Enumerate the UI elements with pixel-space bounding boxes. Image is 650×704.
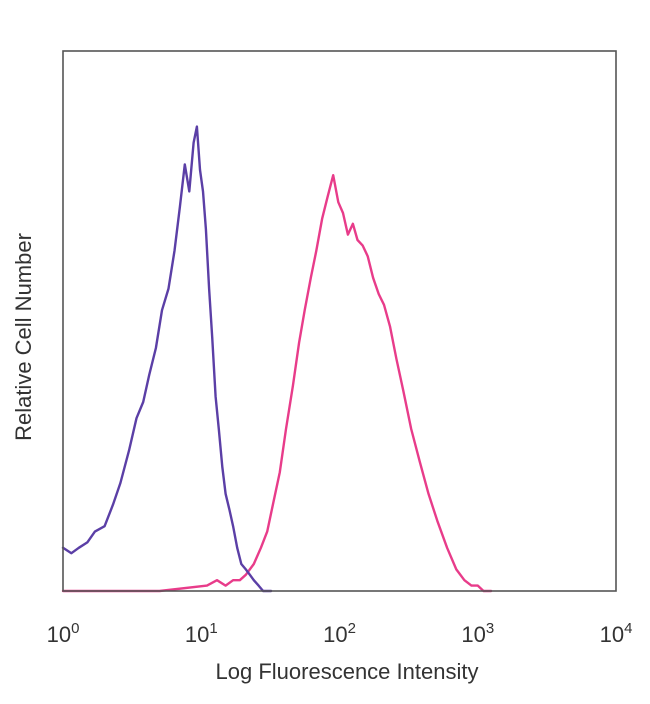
x-axis-label: Log Fluorescence Intensity [216,659,479,684]
x-tick-label: 101 [185,620,218,647]
plot-frame [62,50,617,592]
x-tick-label: 102 [323,620,356,647]
x-tick-label: 100 [47,620,80,647]
x-tick-label: 104 [600,620,633,647]
y-axis-label: Relative Cell Number [11,233,36,441]
x-tick-labels: 100 101 102 103 104 [47,620,633,647]
series-layer [61,125,493,593]
histogram-series-1 [61,125,273,593]
histogram-series-2 [61,173,493,593]
x-tick-label: 103 [461,620,494,647]
